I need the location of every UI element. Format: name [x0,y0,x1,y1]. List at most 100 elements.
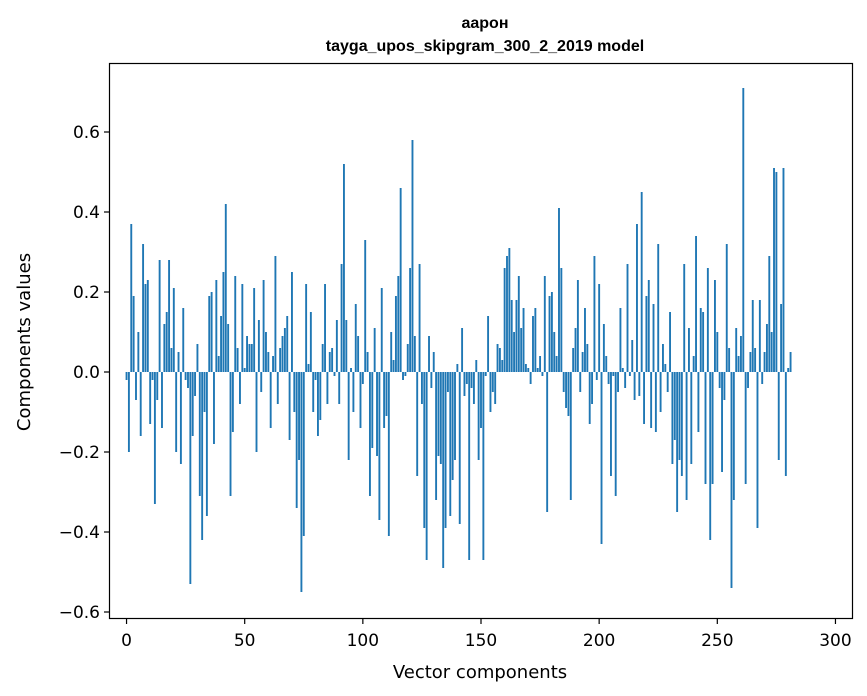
bar-9 [146,280,149,372]
bar-233 [676,372,679,512]
bar-200 [598,284,601,372]
bar-87 [331,348,334,372]
bar-24 [182,308,185,372]
bar-180 [550,292,553,372]
bar-269 [761,372,764,384]
bar-40 [220,316,223,372]
bar-137 [449,372,452,516]
y-tick-label: −0.2 [59,443,100,463]
bar-223 [652,304,655,372]
bar-0 [125,372,128,380]
bar-80 [314,372,317,380]
bar-105 [373,328,376,372]
bar-81 [317,372,319,436]
bar-22 [177,352,180,372]
bar-31 [198,372,201,496]
bar-213 [628,372,631,376]
bar-189 [572,348,575,372]
bar-4 [135,372,137,400]
bar-144 [465,372,468,384]
bar-208 [617,372,619,392]
bar-206 [612,372,615,376]
bar-15 [161,372,163,428]
bar-67 [283,328,286,372]
bar-147 [472,372,475,404]
bar-135 [444,372,447,528]
bar-64 [276,372,279,404]
bar-224 [654,372,657,432]
bar-20 [172,288,175,372]
x-tick-label: 0 [121,631,132,651]
bar-243 [699,308,702,372]
bar-127 [425,372,428,560]
bar-158 [498,348,501,372]
bar-177 [543,276,546,372]
bar-192 [579,372,582,392]
bar-59 [265,332,267,372]
bar-66 [281,336,284,372]
bar-181 [553,332,556,372]
bar-57 [260,372,263,392]
bar-73 [298,372,300,460]
bar-153 [487,316,490,372]
bar-173 [534,308,537,372]
bar-141 [458,372,461,524]
bar-113 [392,360,395,372]
bar-272 [768,256,771,372]
bar-167 [520,328,523,372]
bar-45 [231,372,234,432]
bar-83 [321,344,324,372]
bar-274 [773,168,775,372]
bar-79 [312,372,315,412]
bar-145 [468,372,471,560]
bar-139 [454,372,456,460]
bar-159 [501,360,504,372]
bar-205 [610,372,612,476]
bar-226 [659,372,662,412]
bar-247 [709,372,712,540]
bar-157 [496,344,499,372]
bar-30 [196,344,199,372]
bar-175 [539,356,542,372]
bar-149 [477,372,480,460]
bar-78 [309,312,312,372]
bar-129 [430,372,433,388]
bar-187 [567,372,570,416]
bar-182 [555,356,558,372]
x-tick-label: 300 [819,631,851,651]
bar-1 [127,372,130,452]
bar-264 [749,352,752,372]
bar-3 [132,296,135,372]
bar-34 [205,372,208,516]
bar-231 [671,372,674,464]
bar-5 [137,332,140,372]
bar-101 [364,240,367,372]
bar-7 [142,244,145,372]
bar-164 [513,332,516,372]
bar-62 [272,356,274,372]
bar-51 [246,336,248,372]
bar-160 [503,268,506,372]
plot-area-frame [108,62,854,620]
bar-114 [394,296,397,372]
bar-110 [385,372,388,416]
bar-90 [338,372,341,404]
bar-238 [688,328,690,372]
bar-94 [347,372,350,460]
bar-142 [461,328,464,372]
x-axis-ticks: 0 50 100 150 200 250 300 [121,618,852,651]
bar-36 [210,292,213,372]
bar-271 [765,324,768,372]
y-tick-label: −0.6 [59,603,100,623]
bar-235 [680,372,683,476]
bar-168 [522,308,525,372]
bar-55 [255,372,258,452]
bar-212 [626,264,629,372]
bar-25 [184,372,187,380]
bar-156 [494,372,497,404]
bar-236 [683,264,686,372]
bar-70 [291,272,293,372]
bar-41 [222,272,225,372]
bar-229 [666,372,669,392]
bar-281 [789,352,792,372]
